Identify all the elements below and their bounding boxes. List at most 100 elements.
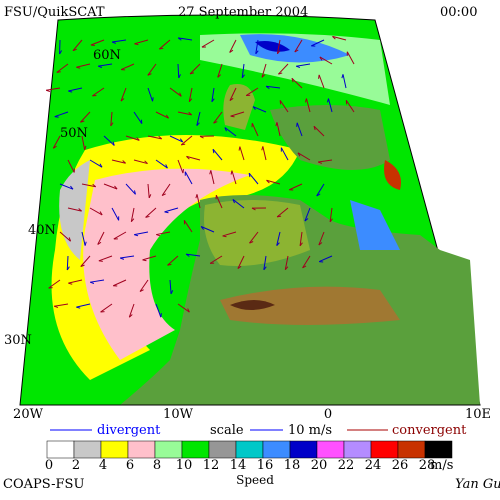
- colorbar-tick-label: 4: [99, 458, 107, 473]
- wind-vector: [164, 207, 179, 213]
- wind-vector: [92, 87, 105, 97]
- wind-vector: [345, 100, 355, 113]
- color-swatch: [154, 440, 183, 459]
- wind-vector-head: [76, 66, 81, 69]
- wind-vector: [120, 87, 127, 102]
- wind-vector-head: [134, 234, 139, 237]
- wind-vector: [133, 159, 148, 165]
- wind-vector: [289, 183, 303, 191]
- wind-vector-head: [160, 313, 162, 318]
- wind-vector: [120, 255, 135, 259]
- land: [230, 300, 275, 310]
- wind-vector-head: [181, 143, 186, 146]
- wind-vector-head: [139, 289, 144, 292]
- color-swatch: [181, 440, 210, 459]
- wind-vector-head: [276, 242, 280, 246]
- wind-vector: [113, 231, 127, 240]
- wind-vector-head: [98, 260, 103, 262]
- wind-vector-head: [78, 208, 82, 212]
- wind-vector-head: [179, 138, 184, 143]
- wind-vector: [201, 39, 215, 48]
- wind-vector-head: [265, 85, 270, 90]
- wind-vector-head: [196, 122, 200, 126]
- wind-vector: [318, 231, 325, 246]
- wind-vector-head: [68, 282, 73, 285]
- wind-vector: [66, 255, 69, 271]
- wind-vector: [177, 303, 190, 313]
- lat-label: 40N: [28, 223, 56, 238]
- wind-vector-head: [261, 146, 264, 151]
- wind-vector: [59, 183, 74, 190]
- wind-vector-head: [186, 156, 190, 160]
- colorbar-tick-label: 6: [126, 458, 134, 473]
- lon-label: 20W: [13, 407, 44, 422]
- wind-vector: [111, 159, 126, 164]
- wind-vector-head: [90, 44, 95, 47]
- land: [384, 160, 401, 190]
- wind-vector-head: [251, 207, 256, 211]
- wind-vector-head: [294, 49, 299, 53]
- wind-vector: [305, 98, 311, 113]
- colorbar-tick-label: 0: [45, 458, 53, 473]
- wind-vector-head: [92, 183, 97, 188]
- color-swatch: [262, 440, 291, 459]
- wind-vector: [90, 279, 105, 283]
- wind-vector: [318, 159, 333, 163]
- color-swatch: [316, 440, 345, 459]
- wind-vector: [89, 207, 103, 216]
- wind-vector: [81, 231, 86, 246]
- wind-vector: [215, 194, 223, 209]
- wind-vector: [81, 135, 86, 150]
- wind-vector-head: [241, 74, 245, 79]
- wind-vector: [147, 183, 150, 198]
- wind-vector: [103, 183, 118, 190]
- wind-vector-head: [237, 265, 242, 269]
- wind-vector: [316, 183, 325, 197]
- wind-vector-head: [90, 281, 95, 284]
- wind-vector-head: [277, 215, 282, 218]
- wind-vector-head: [212, 149, 215, 154]
- wind-vector: [276, 207, 289, 218]
- wind-vector-head: [177, 37, 182, 41]
- wind-vector: [188, 87, 193, 102]
- wind-vector-head: [317, 161, 323, 164]
- wind-vector: [263, 255, 267, 270]
- wind-vector: [125, 183, 136, 195]
- wind-vector-head: [319, 56, 323, 61]
- wind-vector: [142, 255, 157, 261]
- wind-vector: [68, 279, 83, 284]
- wind-vector: [147, 87, 153, 102]
- wind-vector: [76, 63, 91, 68]
- colorbar: 0 2 4 6 8 10 12 14 16 18 20 22 24 26 28m/s: [45, 440, 453, 473]
- color-swatch: [370, 440, 399, 459]
- wind-vector: [230, 111, 245, 117]
- wind-vector: [134, 39, 149, 45]
- wind-vector: [224, 127, 237, 137]
- wind-vector: [210, 170, 215, 185]
- wind-vector: [266, 179, 281, 185]
- wind-vector: [311, 39, 325, 47]
- wind-vector-head: [232, 199, 235, 204]
- wind-vector-head: [238, 146, 241, 151]
- colorbar-tick-label: 26: [392, 458, 409, 473]
- wind-vector: [177, 63, 180, 79]
- wind-vector-head: [178, 74, 181, 79]
- color-swatch: [73, 440, 102, 459]
- lon-label: 10W: [163, 407, 194, 422]
- wind-vector: [222, 231, 237, 237]
- wind-vector-head: [130, 218, 135, 223]
- wind-vector: [100, 303, 113, 313]
- wind-vector: [319, 56, 333, 65]
- wind-vector-head: [99, 211, 103, 216]
- wind-vector: [98, 63, 113, 67]
- wind-vector-head: [341, 74, 344, 79]
- wind-vector: [113, 279, 127, 287]
- author: Yan Gu: [455, 477, 500, 492]
- wind-vector: [217, 63, 223, 78]
- wind-vector-head: [188, 111, 193, 116]
- colorbar-tick-label: 18: [284, 458, 301, 473]
- wind-vector-head: [222, 235, 227, 238]
- lat-label: 50N: [60, 126, 88, 141]
- wind-vector: [346, 51, 355, 65]
- wind-vector-head: [164, 211, 169, 214]
